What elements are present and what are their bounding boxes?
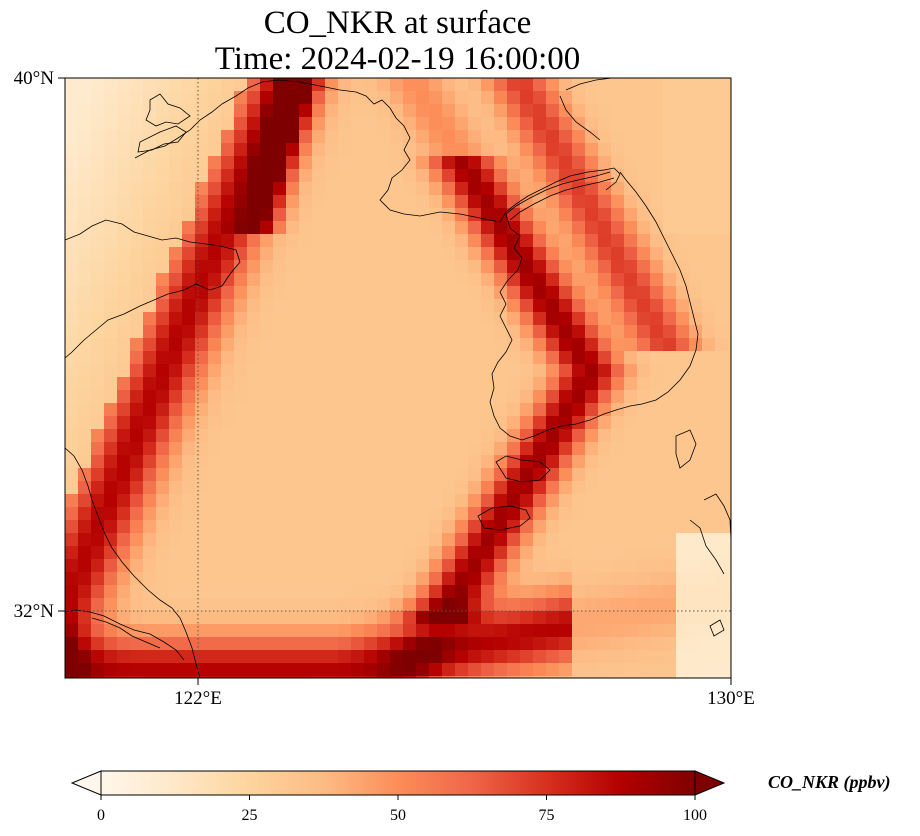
colorbar-unit-label: CO_NKR (ppbv) [768, 772, 891, 793]
colorbar-tick-label: 75 [539, 807, 555, 824]
lon-tick-label-122: 122°E [174, 688, 222, 709]
map-title: CO_NKR at surface [263, 5, 532, 41]
lat-tick-label-40: 40°N [14, 68, 55, 89]
concentration-field [65, 78, 731, 678]
colorbar-tick-label: 50 [390, 807, 406, 824]
colorbar: 0 25 50 75 100 CO_NKR (ppbv) [70, 770, 891, 824]
colorbar-extend-min [70, 770, 102, 796]
colorbar-tick-label: 100 [683, 807, 707, 824]
colorbar-tick-label: 25 [242, 807, 258, 824]
map-time: Time: 2024-02-19 16:00:00 [214, 41, 581, 77]
coastlines [65, 78, 731, 678]
map-frame [64, 77, 732, 679]
lon-tick-label-130: 130°E [707, 688, 755, 709]
lat-tick-label-32: 32°N [14, 601, 55, 622]
colorbar-tick-label: 0 [97, 807, 105, 824]
colorbar-extend-max [694, 770, 726, 796]
